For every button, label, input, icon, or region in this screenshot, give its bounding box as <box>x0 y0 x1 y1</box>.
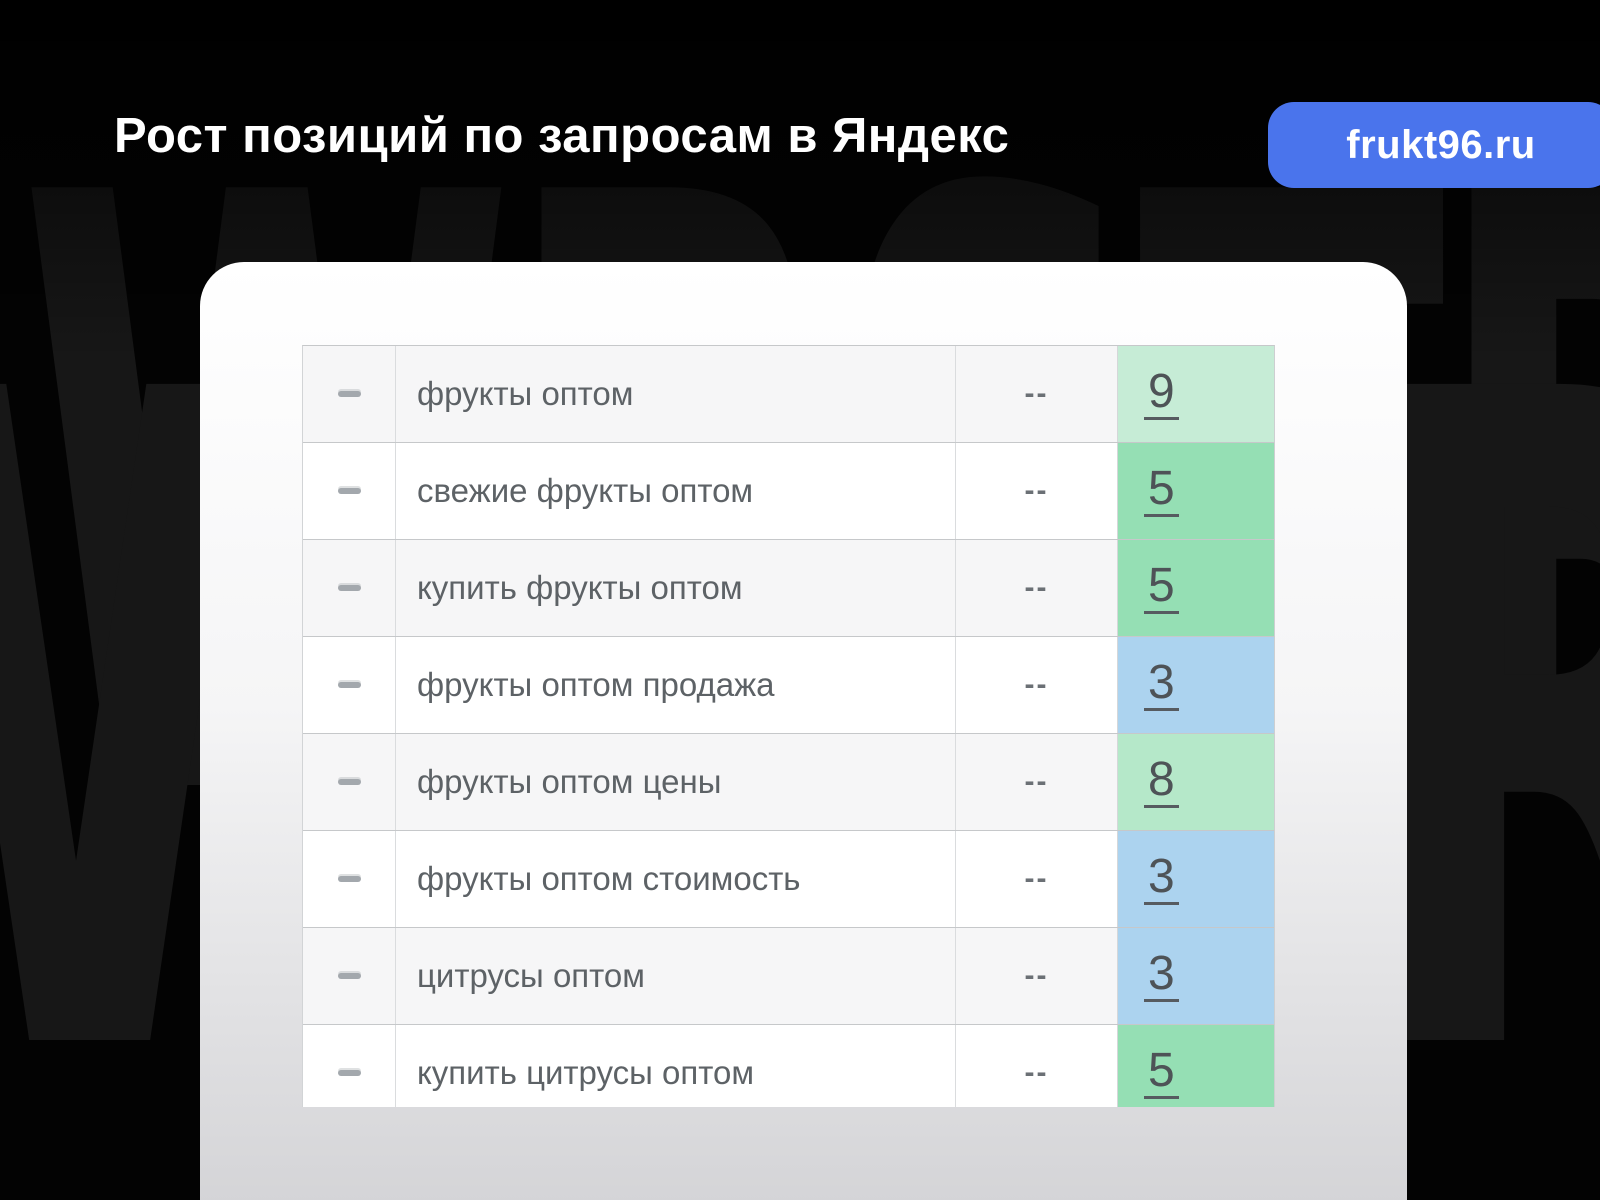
position-link[interactable]: 5 <box>1144 1047 1179 1099</box>
drag-handle-icon[interactable] <box>337 391 361 397</box>
previous-position-value: -- <box>1024 377 1049 410</box>
drag-handle-cell <box>303 831 396 927</box>
table-row: фрукты оптом продажа -- 3 <box>303 637 1274 734</box>
position-cell: 3 <box>1118 637 1274 733</box>
previous-position-value: -- <box>1024 765 1049 798</box>
position-link[interactable]: 3 <box>1144 853 1179 905</box>
previous-position-value: -- <box>1024 1056 1049 1089</box>
previous-position-cell: -- <box>956 540 1118 636</box>
previous-position-cell: -- <box>956 637 1118 733</box>
drag-handle-cell <box>303 540 396 636</box>
drag-handle-cell <box>303 734 396 830</box>
position-cell: 3 <box>1118 831 1274 927</box>
keyword-cell: купить цитрусы оптом <box>396 1025 956 1107</box>
positions-table: фрукты оптом -- 9 свежие фрукты оптом --… <box>302 345 1275 1107</box>
previous-position-value: -- <box>1024 668 1049 701</box>
previous-position-cell: -- <box>956 443 1118 539</box>
previous-position-value: -- <box>1024 862 1049 895</box>
keyword-label: купить фрукты оптом <box>417 569 743 606</box>
keyword-cell: свежие фрукты оптом <box>396 443 956 539</box>
keyword-label: цитрусы оптом <box>417 957 645 994</box>
previous-position-cell: -- <box>956 831 1118 927</box>
keyword-cell: фрукты оптом стоимость <box>396 831 956 927</box>
drag-handle-cell <box>303 443 396 539</box>
previous-position-value: -- <box>1024 959 1049 992</box>
position-link[interactable]: 3 <box>1144 659 1179 711</box>
position-link[interactable]: 5 <box>1144 465 1179 517</box>
table-row: купить фрукты оптом -- 5 <box>303 540 1274 637</box>
keyword-label: фрукты оптом стоимость <box>417 860 801 897</box>
previous-position-cell: -- <box>956 928 1118 1024</box>
previous-position-cell: -- <box>956 734 1118 830</box>
position-cell: 9 <box>1118 346 1274 442</box>
drag-handle-cell <box>303 1025 396 1107</box>
table-row: фрукты оптом цены -- 8 <box>303 734 1274 831</box>
keyword-cell: купить фрукты оптом <box>396 540 956 636</box>
position-cell: 5 <box>1118 1025 1274 1107</box>
previous-position-value: -- <box>1024 474 1049 507</box>
keyword-label: фрукты оптом продажа <box>417 666 775 703</box>
position-cell: 3 <box>1118 928 1274 1024</box>
keyword-label: свежие фрукты оптом <box>417 472 754 509</box>
position-link[interactable]: 9 <box>1144 368 1179 420</box>
drag-handle-cell <box>303 346 396 442</box>
keyword-cell: фрукты оптом продажа <box>396 637 956 733</box>
position-link[interactable]: 8 <box>1144 756 1179 808</box>
drag-handle-icon[interactable] <box>337 682 361 688</box>
table-row: свежие фрукты оптом -- 5 <box>303 443 1274 540</box>
drag-handle-cell <box>303 928 396 1024</box>
table-row: купить цитрусы оптом -- 5 <box>303 1025 1274 1107</box>
table-row: фрукты оптом стоимость -- 3 <box>303 831 1274 928</box>
table-row: фрукты оптом -- 9 <box>303 346 1274 443</box>
previous-position-value: -- <box>1024 571 1049 604</box>
table-row: цитрусы оптом -- 3 <box>303 928 1274 1025</box>
drag-handle-icon[interactable] <box>337 973 361 979</box>
screenshot-card: фрукты оптом -- 9 свежие фрукты оптом --… <box>200 262 1407 1200</box>
position-cell: 5 <box>1118 443 1274 539</box>
drag-handle-icon[interactable] <box>337 488 361 494</box>
keyword-label: купить цитрусы оптом <box>417 1054 755 1091</box>
keyword-label: фрукты оптом <box>417 375 634 412</box>
drag-handle-icon[interactable] <box>337 1070 361 1076</box>
keyword-cell: фрукты оптом <box>396 346 956 442</box>
site-badge[interactable]: frukt96.ru <box>1268 102 1600 188</box>
previous-position-cell: -- <box>956 346 1118 442</box>
keyword-cell: цитрусы оптом <box>396 928 956 1024</box>
previous-position-cell: -- <box>956 1025 1118 1107</box>
keyword-label: фрукты оптом цены <box>417 763 722 800</box>
position-link[interactable]: 3 <box>1144 950 1179 1002</box>
keyword-cell: фрукты оптом цены <box>396 734 956 830</box>
position-cell: 5 <box>1118 540 1274 636</box>
drag-handle-icon[interactable] <box>337 585 361 591</box>
drag-handle-cell <box>303 637 396 733</box>
site-badge-label: frukt96.ru <box>1346 122 1536 167</box>
drag-handle-icon[interactable] <box>337 876 361 882</box>
drag-handle-icon[interactable] <box>337 779 361 785</box>
position-cell: 8 <box>1118 734 1274 830</box>
page-title: Рост позиций по запросам в Яндекс <box>114 109 1010 163</box>
position-link[interactable]: 5 <box>1144 562 1179 614</box>
